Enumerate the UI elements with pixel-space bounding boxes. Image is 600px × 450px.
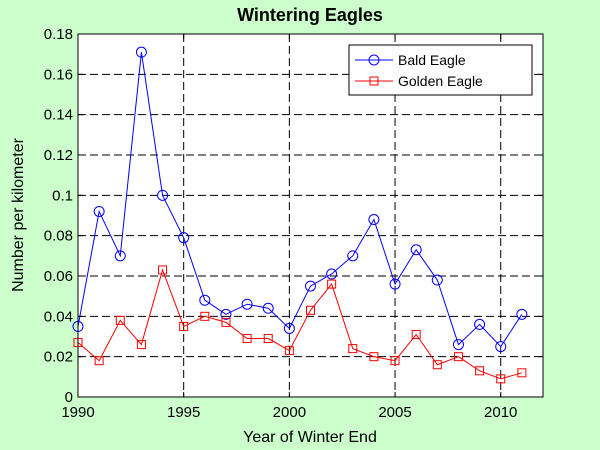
legend-label-bald-eagle: Bald Eagle bbox=[398, 52, 466, 68]
data-point-bald-eagle bbox=[283, 322, 295, 334]
series-layer bbox=[72, 46, 528, 384]
data-point-golden-eagle bbox=[411, 329, 421, 339]
x-axis-label: Year of Winter End bbox=[243, 429, 377, 446]
series-line-bald-eagle bbox=[77, 52, 523, 348]
grid-lines bbox=[78, 34, 543, 397]
data-point-bald-eagle bbox=[389, 278, 401, 290]
legend-box bbox=[348, 44, 533, 96]
x-tick-label: 2010 bbox=[484, 404, 517, 421]
y-tick-label: 0.02 bbox=[44, 349, 73, 366]
data-point-golden-eagle bbox=[221, 317, 231, 327]
data-point-bald-eagle bbox=[495, 341, 507, 353]
data-point-golden-eagle bbox=[348, 344, 358, 354]
legend-marker-bald-eagle bbox=[368, 54, 380, 66]
data-point-bald-eagle bbox=[178, 232, 190, 244]
data-point-golden-eagle bbox=[496, 374, 506, 384]
data-point-bald-eagle bbox=[410, 244, 422, 256]
data-point-bald-eagle bbox=[368, 214, 380, 226]
data-point-golden-eagle bbox=[327, 279, 337, 289]
data-point-bald-eagle bbox=[93, 205, 105, 217]
data-point-golden-eagle bbox=[390, 356, 400, 366]
data-point-bald-eagle bbox=[516, 308, 528, 320]
legend-marker-golden-eagle bbox=[369, 76, 379, 86]
data-point-golden-eagle bbox=[200, 311, 210, 321]
data-point-bald-eagle bbox=[199, 294, 211, 306]
data-point-golden-eagle bbox=[369, 352, 379, 362]
data-point-bald-eagle bbox=[326, 268, 338, 280]
series-line-golden-eagle bbox=[77, 268, 522, 380]
data-point-bald-eagle bbox=[135, 46, 147, 58]
y-tick-label: 0.14 bbox=[44, 107, 73, 124]
y-tick-label: 0.16 bbox=[44, 66, 73, 83]
y-tick-label: 0.18 bbox=[44, 26, 73, 43]
x-tick-label: 2005 bbox=[378, 404, 411, 421]
data-point-golden-eagle bbox=[263, 334, 273, 344]
plot-frame bbox=[77, 33, 544, 398]
data-point-golden-eagle bbox=[179, 321, 189, 331]
y-tick-label: 0 bbox=[65, 389, 73, 406]
data-point-golden-eagle bbox=[432, 360, 442, 370]
chart-title: Wintering Eagles bbox=[237, 5, 383, 25]
y-tick-label: 0.1 bbox=[52, 187, 73, 204]
x-tick-label: 1990 bbox=[61, 404, 94, 421]
series-bald-eagle bbox=[72, 46, 528, 353]
data-point-bald-eagle bbox=[262, 302, 274, 314]
x-tick-label: 1995 bbox=[167, 404, 200, 421]
y-tick-label: 0.08 bbox=[44, 228, 73, 245]
legend-label-golden-eagle: Golden Eagle bbox=[398, 73, 483, 89]
data-point-bald-eagle bbox=[431, 274, 443, 286]
series-golden-eagle bbox=[73, 265, 527, 384]
data-point-golden-eagle bbox=[94, 356, 104, 366]
x-tick-label: 2000 bbox=[273, 404, 306, 421]
data-point-bald-eagle bbox=[114, 250, 126, 262]
data-point-bald-eagle bbox=[241, 298, 253, 310]
data-point-bald-eagle bbox=[347, 250, 359, 262]
data-point-golden-eagle bbox=[158, 265, 168, 275]
data-point-bald-eagle bbox=[474, 318, 486, 330]
data-point-golden-eagle bbox=[306, 305, 315, 315]
legend: Bald Eagle Golden Eagle bbox=[348, 44, 533, 96]
y-axis-label: Number per kilometer bbox=[10, 137, 27, 292]
data-point-golden-eagle bbox=[284, 346, 294, 356]
data-point-bald-eagle bbox=[220, 308, 232, 320]
data-point-golden-eagle bbox=[475, 366, 485, 376]
y-tick-label: 0.06 bbox=[44, 268, 73, 285]
axis-ticks: 0 0.02 0.04 0.06 0.08 0.1 0.12 0.14 0.16 0.18 1990… bbox=[44, 26, 543, 421]
data-point-golden-eagle bbox=[136, 340, 146, 350]
y-tick-label: 0.04 bbox=[44, 308, 73, 325]
data-point-golden-eagle bbox=[242, 334, 252, 344]
data-point-golden-eagle bbox=[517, 368, 527, 378]
data-point-golden-eagle bbox=[115, 315, 125, 325]
data-point-bald-eagle bbox=[157, 189, 169, 201]
data-point-bald-eagle bbox=[305, 280, 316, 292]
data-point-golden-eagle bbox=[453, 352, 463, 362]
y-tick-label: 0.12 bbox=[44, 147, 73, 164]
data-point-bald-eagle bbox=[452, 339, 464, 351]
